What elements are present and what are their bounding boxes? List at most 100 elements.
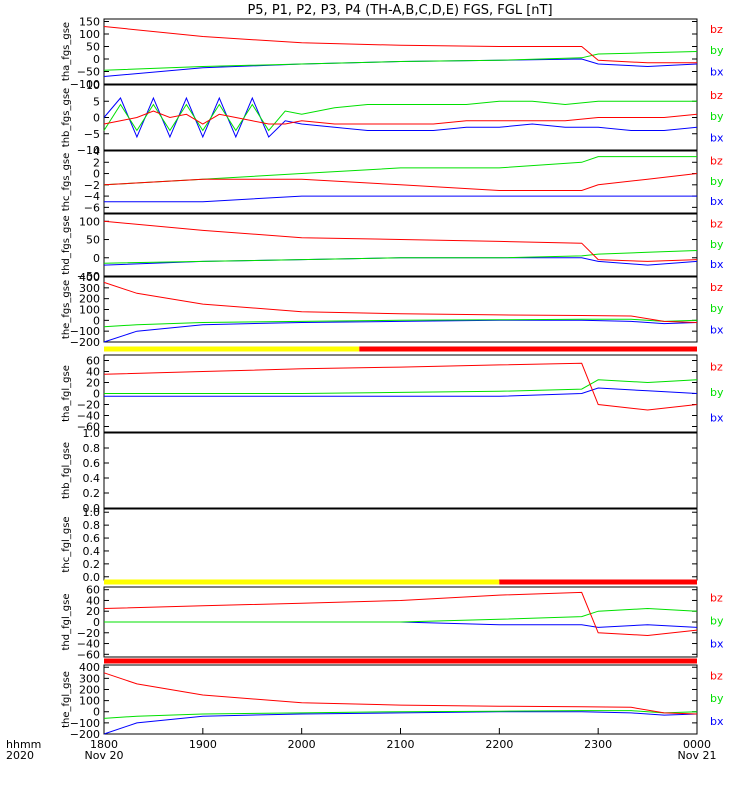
series-by-line	[103, 100, 697, 132]
y-tick-label: −10	[77, 144, 100, 157]
legend-bz: bz	[710, 281, 723, 294]
y-tick-label: 0.6	[83, 532, 101, 545]
y-tick-label: −200	[70, 336, 100, 349]
legend-bx: bx	[710, 66, 724, 79]
series-bx-line	[104, 621, 698, 628]
series-by-line	[103, 250, 698, 264]
y-tick-label: 400	[79, 661, 100, 674]
legend-by: by	[710, 44, 724, 57]
y-tick-label: 1.0	[83, 427, 101, 440]
x-tick-label: 1800	[90, 738, 118, 751]
y-tick-label: −200	[70, 728, 100, 741]
y-tick-label: 0	[93, 706, 100, 719]
y-tick-label: 60	[86, 355, 100, 368]
series-bx-line	[104, 387, 698, 397]
x-tick-label: 2000	[288, 738, 316, 751]
y-tick-label: −60	[77, 421, 100, 434]
status-bar-segment	[104, 579, 500, 585]
y-tick-label: 20	[86, 605, 100, 618]
x-tick-label: 1900	[189, 738, 217, 751]
legend-by: by	[710, 110, 724, 123]
y-tick-label: 40	[86, 594, 100, 607]
y-tick-label: −4	[84, 190, 100, 203]
y-tick-label: −100	[70, 325, 100, 338]
year-label: 2020	[6, 749, 34, 762]
panel-3: thc_fgs_gse 420−2−4−6 bz by bx	[61, 145, 724, 214]
y-tick-label: −60	[77, 648, 100, 661]
series-bz-line	[103, 591, 698, 637]
series-bz-line	[103, 173, 698, 191]
panel-4: thd_fgs_gse 100 50 0 −50 bz by bx	[61, 213, 724, 283]
legend-by: by	[710, 238, 724, 251]
y-tick-label: 0.0	[83, 502, 101, 515]
y-tick-label: 0	[93, 314, 100, 327]
series-by-line	[103, 51, 698, 71]
time-format-label: hhmm	[6, 738, 41, 751]
series-by-line	[103, 156, 697, 186]
panel-frame	[103, 508, 698, 581]
y-tick-label: −20	[77, 627, 100, 640]
y-tick-label: −100	[70, 717, 100, 730]
y-axis-label: tha_fgs_gse	[61, 22, 72, 81]
legend-bz: bz	[710, 592, 723, 605]
y-tick-label: 400	[79, 271, 100, 284]
legend-bx: bx	[710, 715, 724, 728]
y-tick-label: −2	[84, 179, 100, 192]
y-tick-label: 10	[86, 79, 100, 92]
y-tick-label: −6	[84, 201, 100, 214]
y-tick-label: 0.2	[83, 487, 101, 500]
y-axis-label: thd_fgs_gse	[61, 215, 72, 274]
panel-frame	[103, 213, 698, 277]
y-tick-label: 20	[86, 377, 100, 390]
y-tick-label: 50	[86, 41, 100, 54]
y-tick-label: 5	[93, 95, 100, 108]
y-tick-label: 0	[93, 53, 100, 66]
panel-7: thb_fgl_gse 1.0 0.8 0.6 0.4 0.2 0.0	[61, 427, 698, 515]
legend-by: by	[710, 302, 724, 315]
x-date-label: Nov 21	[678, 749, 717, 762]
legend-by: by	[710, 386, 724, 399]
y-tick-label: −50	[77, 270, 100, 283]
y-tick-label: 0.4	[83, 472, 101, 485]
y-tick-label: −100	[70, 78, 100, 91]
y-tick-label: 300	[79, 282, 100, 295]
legend-bz: bz	[710, 361, 723, 374]
status-bar-segment	[104, 346, 360, 352]
y-axis-label: the_fgl_gse	[61, 671, 72, 728]
y-tick-label: 100	[79, 695, 100, 708]
y-tick-label: 0.2	[83, 558, 101, 571]
legend-bz: bz	[710, 217, 723, 230]
y-tick-label: 0.4	[83, 545, 101, 558]
series-bx-line	[103, 96, 698, 139]
series-by-line	[104, 607, 698, 623]
y-tick-label: −40	[77, 638, 100, 651]
series-bx-line	[103, 711, 698, 735]
series-bz-line	[103, 672, 698, 715]
legend-bx: bx	[710, 638, 724, 651]
legend-bx: bx	[710, 324, 724, 337]
y-tick-label: 200	[79, 293, 100, 306]
x-tick-label: 2300	[584, 738, 612, 751]
y-tick-label: 0	[93, 252, 100, 265]
legend-bz: bz	[710, 89, 723, 102]
y-tick-label: 50	[86, 234, 100, 247]
y-tick-label: 2	[93, 156, 100, 169]
y-tick-label: 0.8	[83, 519, 101, 532]
legend-bx: bx	[710, 132, 724, 145]
series-bz-line	[103, 220, 698, 262]
panel-frame	[103, 18, 698, 85]
y-tick-label: −50	[77, 66, 100, 79]
y-axis-label: thc_fgl_gse	[61, 516, 72, 572]
y-tick-label: 0	[93, 168, 100, 181]
x-tick-label: 2100	[387, 738, 415, 751]
status-bar-segment	[359, 346, 697, 352]
x-tick-label: 2200	[485, 738, 513, 751]
y-tick-label: −5	[84, 128, 100, 141]
legend-bx: bx	[710, 195, 724, 208]
